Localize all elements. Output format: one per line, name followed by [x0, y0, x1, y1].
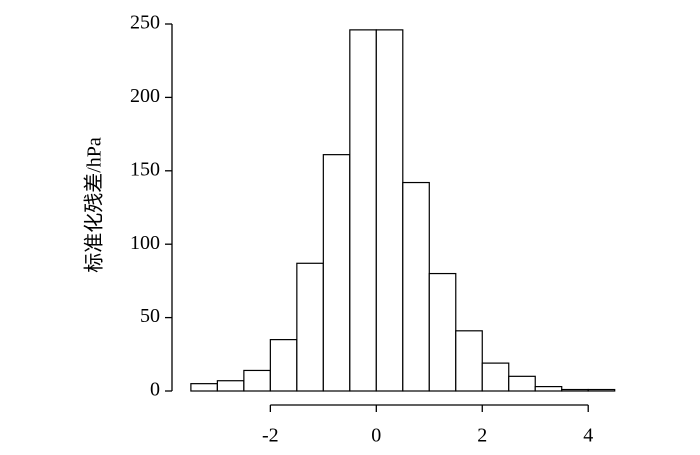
y-tick-label: 0	[150, 379, 160, 401]
x-tick-label: 0	[371, 425, 381, 447]
bar	[375, 29, 404, 392]
bar	[587, 388, 616, 392]
y-tick-label: 150	[130, 158, 160, 180]
bar	[243, 369, 271, 392]
bar	[402, 181, 430, 392]
y-tick-label: 50	[140, 305, 160, 327]
bar	[455, 330, 483, 392]
bar	[349, 29, 377, 392]
x-tick-label: 4	[583, 425, 593, 447]
x-tick-label: 2	[477, 425, 487, 447]
y-tick-label: 250	[130, 12, 160, 34]
bar	[561, 388, 589, 392]
bar	[508, 375, 536, 392]
x-tick-label: -2	[262, 425, 279, 447]
bar	[534, 385, 563, 392]
y-axis-label: 标准化残差/hPa	[83, 137, 106, 273]
bar	[190, 383, 218, 392]
bar	[216, 380, 245, 392]
bar	[296, 262, 324, 392]
y-tick-label: 100	[130, 232, 160, 254]
y-tick-label: 200	[130, 85, 160, 107]
bar	[322, 154, 351, 392]
bar	[428, 272, 457, 392]
bar	[269, 339, 298, 392]
bar	[481, 362, 510, 392]
